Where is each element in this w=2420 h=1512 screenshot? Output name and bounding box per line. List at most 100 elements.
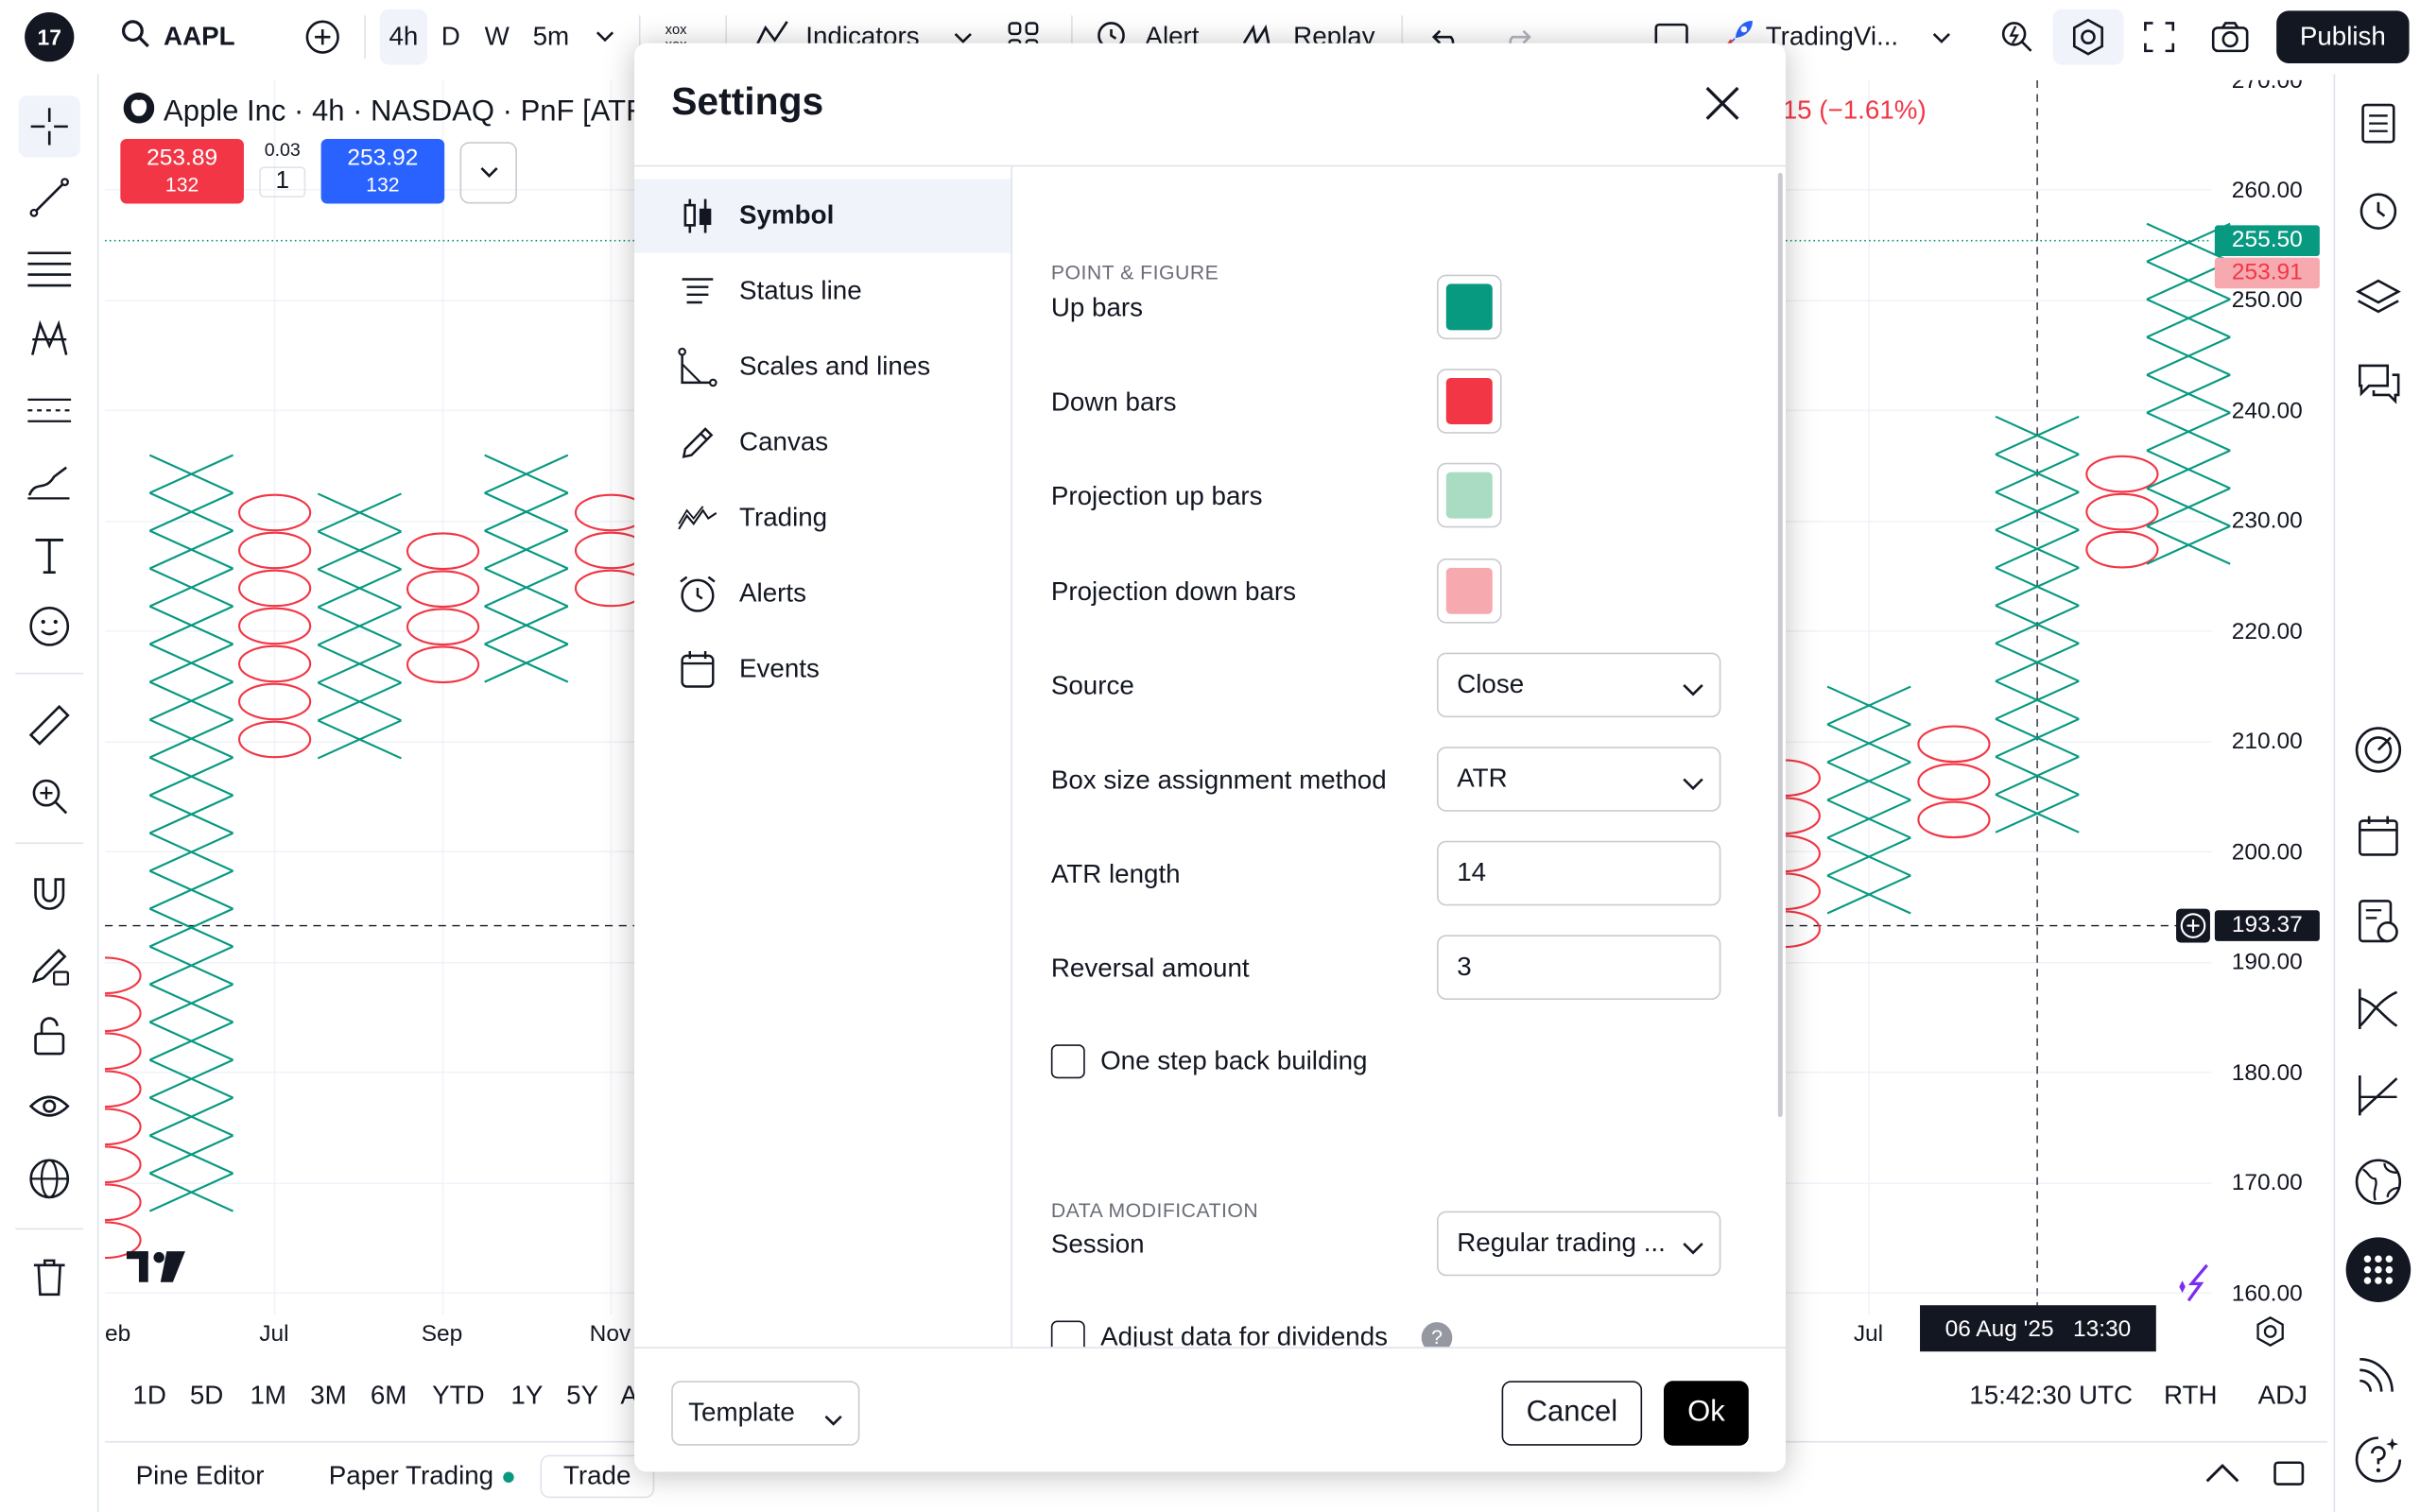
- emoji-icon[interactable]: [19, 595, 80, 657]
- help-question-icon[interactable]: [2347, 1429, 2409, 1490]
- chart-legend-title[interactable]: Apple Inc · 4h · NASDAQ · PnF [ATR: [123, 92, 648, 132]
- projection-up-bars-color-swatch[interactable]: [1436, 462, 1502, 528]
- content-scrollbar[interactable]: [1777, 172, 1783, 1118]
- box-size-method-select[interactable]: ATR: [1436, 747, 1721, 812]
- zoom-in-icon[interactable]: [19, 765, 80, 827]
- up-bars-color-swatch[interactable]: [1436, 274, 1502, 340]
- eye-icon[interactable]: [19, 1077, 80, 1139]
- publish-button[interactable]: Publish: [2276, 10, 2410, 63]
- collapse-panel-chevron-up-icon[interactable]: [2204, 1461, 2240, 1493]
- price-label: 200.00: [2231, 839, 2303, 866]
- one-step-back-checkbox[interactable]: [1050, 1044, 1085, 1079]
- nav-item-symbol[interactable]: Symbol: [634, 179, 1011, 253]
- tab-pine-editor[interactable]: Pine Editor: [135, 1461, 265, 1491]
- buy-button[interactable]: 253.92 132: [320, 138, 445, 204]
- info-question-icon[interactable]: ?: [1421, 1322, 1453, 1348]
- interval-5m[interactable]: 5m: [532, 21, 570, 51]
- lock-drawings-icon[interactable]: [19, 935, 80, 996]
- bid-price: 253.89: [147, 145, 218, 172]
- nav-item-events[interactable]: Events: [634, 632, 1011, 706]
- down-bars-color-swatch[interactable]: [1436, 369, 1502, 434]
- projection-down-bars-color-swatch[interactable]: [1436, 558, 1502, 624]
- range-3m[interactable]: 3M: [310, 1381, 347, 1411]
- globe-icon[interactable]: [19, 1148, 80, 1210]
- fib-retracement-icon[interactable]: [19, 237, 80, 299]
- range-5y[interactable]: 5Y: [566, 1381, 599, 1411]
- interval-4h[interactable]: 4h: [379, 9, 428, 65]
- source-select[interactable]: Close: [1436, 652, 1721, 718]
- world-markets-globe-icon[interactable]: [2347, 1151, 2409, 1212]
- crosshair-icon[interactable]: [18, 95, 80, 158]
- screener-report-icon[interactable]: [2347, 892, 2409, 954]
- pnf-x-box: [1995, 604, 2080, 644]
- camera-icon[interactable]: [2204, 9, 2256, 65]
- atr-length-input[interactable]: 14: [1436, 840, 1721, 906]
- patterns-icon[interactable]: [19, 309, 80, 370]
- quick-search-icon[interactable]: [1991, 9, 2044, 65]
- tradingview-logo-icon[interactable]: 17: [22, 9, 78, 65]
- range-ytd[interactable]: YTD: [432, 1381, 485, 1411]
- range-1m[interactable]: 1M: [250, 1381, 287, 1411]
- order-qty[interactable]: 1: [259, 166, 306, 198]
- ai-sparkle-icon[interactable]: [2173, 1259, 2220, 1313]
- calendar-icon[interactable]: [2347, 805, 2409, 867]
- sell-button[interactable]: 253.89 132: [120, 138, 244, 204]
- adjust-dividends-label[interactable]: Adjust data for dividends: [1100, 1322, 1389, 1348]
- trend-line-icon[interactable]: [19, 166, 80, 228]
- forecasting-icon[interactable]: [19, 380, 80, 441]
- adjust-dividends-checkbox[interactable]: [1050, 1320, 1085, 1348]
- options-chart-icon[interactable]: [2347, 1065, 2409, 1126]
- layers-icon[interactable]: [2347, 266, 2409, 327]
- tab-trade[interactable]: Trade: [540, 1454, 654, 1499]
- ok-button[interactable]: Ok: [1663, 1381, 1749, 1446]
- alerts-clock-icon[interactable]: [2347, 179, 2409, 240]
- tab-paper-trading[interactable]: Paper Trading: [329, 1461, 514, 1492]
- range-6m[interactable]: 6M: [370, 1381, 407, 1411]
- interval-d[interactable]: D: [441, 21, 460, 51]
- fullscreen-icon[interactable]: [2133, 9, 2186, 65]
- range-5d[interactable]: 5D: [189, 1381, 224, 1411]
- legend-collapse-chevron-icon[interactable]: [459, 142, 517, 204]
- trash-icon[interactable]: [19, 1246, 80, 1308]
- nav-item-canvas[interactable]: Canvas: [634, 405, 1011, 479]
- cancel-button[interactable]: Cancel: [1501, 1381, 1643, 1446]
- maximize-panel-icon[interactable]: [2272, 1458, 2306, 1497]
- nav-item-scales-and-lines[interactable]: Scales and lines: [634, 330, 1011, 404]
- add-order-plus-icon[interactable]: [2176, 908, 2210, 943]
- brush-icon[interactable]: [19, 451, 80, 512]
- axis-settings-gear-icon[interactable]: [2254, 1314, 2288, 1356]
- range-all[interactable]: A: [620, 1381, 638, 1411]
- layout-name-button[interactable]: TradingVi...: [1717, 9, 1963, 65]
- clock[interactable]: 15:42:30 UTC: [1969, 1381, 2134, 1411]
- nav-item-alerts[interactable]: Alerts: [634, 557, 1011, 630]
- box-size-method-label: Box size assignment method: [1050, 765, 1387, 795]
- range-1y[interactable]: 1Y: [510, 1381, 544, 1411]
- settings-gear-icon[interactable]: [2052, 9, 2124, 65]
- symbol-search-button[interactable]: AAPL: [112, 9, 282, 65]
- nav-item-status-line[interactable]: Status line: [634, 254, 1011, 328]
- interval-dropdown-chevron-icon[interactable]: [586, 9, 623, 65]
- compare-symbol-button[interactable]: [296, 9, 349, 65]
- range-1d[interactable]: 1D: [132, 1381, 166, 1411]
- session-toggle[interactable]: RTH: [2163, 1381, 2218, 1411]
- strategy-chart-icon[interactable]: [2347, 978, 2409, 1040]
- adjustment-toggle[interactable]: ADJ: [2257, 1381, 2308, 1411]
- session-select[interactable]: Regular trading ...: [1436, 1211, 1721, 1277]
- products-grid-icon[interactable]: [2345, 1237, 2411, 1302]
- magnet-icon[interactable]: [19, 864, 80, 925]
- close-icon[interactable]: [1700, 80, 1746, 127]
- unlock-icon[interactable]: [19, 1005, 80, 1067]
- text-tool-icon[interactable]: [19, 524, 80, 586]
- price-label: 250.00: [2231, 286, 2303, 314]
- interval-w[interactable]: W: [484, 21, 510, 51]
- reversal-amount-input[interactable]: 3: [1436, 935, 1721, 1000]
- signal-feed-icon[interactable]: [2347, 1342, 2409, 1403]
- one-step-back-label[interactable]: One step back building: [1100, 1045, 1368, 1075]
- nav-item-trading[interactable]: Trading: [634, 481, 1011, 555]
- template-dropdown[interactable]: Template: [671, 1381, 860, 1446]
- box-size-method-value: ATR: [1457, 764, 1508, 794]
- target-icon[interactable]: [2347, 719, 2409, 781]
- ruler-icon[interactable]: [19, 695, 80, 756]
- chat-icon[interactable]: [2347, 352, 2409, 413]
- watchlist-icon[interactable]: [2347, 93, 2409, 154]
